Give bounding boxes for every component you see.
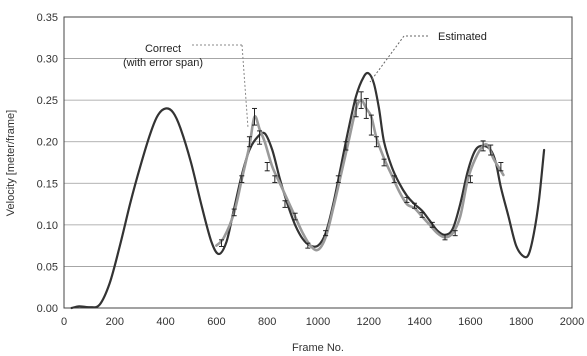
y-tick-label: 0.15 bbox=[37, 178, 58, 190]
error-bar bbox=[404, 196, 410, 203]
error-bar bbox=[368, 114, 374, 136]
error-bar bbox=[231, 208, 237, 217]
error-bar bbox=[272, 175, 278, 183]
x-tick-label: 400 bbox=[156, 316, 174, 328]
error-bar bbox=[257, 130, 263, 145]
x-tick-label: 800 bbox=[258, 316, 276, 328]
error-bar bbox=[292, 212, 298, 221]
error-bar bbox=[264, 162, 270, 172]
y-tick-labels: 0.00 0.05 0.10 0.15 0.20 0.25 0.30 0.35 bbox=[37, 12, 58, 315]
y-tick-label: 0.05 bbox=[37, 261, 58, 273]
y-tick-label: 0.25 bbox=[37, 95, 58, 107]
y-tick-label: 0.10 bbox=[37, 220, 58, 232]
error-bar bbox=[442, 234, 448, 241]
error-bar bbox=[412, 202, 418, 209]
error-bar bbox=[282, 200, 288, 208]
error-bars bbox=[218, 91, 504, 249]
y-tick-label: 0.35 bbox=[37, 12, 58, 24]
x-tick-label: 600 bbox=[207, 316, 225, 328]
error-bar bbox=[363, 97, 369, 119]
x-tick-label: 1000 bbox=[306, 316, 330, 328]
y-tick-label: 0.30 bbox=[37, 54, 58, 66]
plot-frame bbox=[63, 16, 573, 309]
error-bar bbox=[480, 140, 486, 152]
error-bar bbox=[452, 230, 458, 237]
error-bar bbox=[391, 175, 397, 183]
error-bar bbox=[488, 144, 494, 156]
correct-series-line bbox=[215, 98, 505, 252]
correct-sublabel: (with error span) bbox=[123, 57, 203, 69]
error-bar bbox=[498, 162, 504, 172]
x-tick-label: 0 bbox=[61, 316, 67, 328]
x-tick-labels: 0 200 400 600 800 1000 1200 1400 1600 1800 2000 bbox=[61, 316, 584, 328]
error-bar bbox=[305, 242, 311, 249]
correct-label: Correct bbox=[145, 43, 181, 55]
estimated-series-line bbox=[70, 71, 546, 310]
x-tick-label: 2000 bbox=[560, 316, 584, 328]
error-bar bbox=[218, 239, 224, 247]
error-bar bbox=[467, 175, 473, 183]
y-tick-label: 0.00 bbox=[37, 303, 58, 315]
error-bar bbox=[252, 107, 257, 126]
y-tick-label: 0.20 bbox=[37, 137, 58, 149]
x-axis-title: Frame No. bbox=[292, 342, 344, 354]
error-bar bbox=[373, 136, 379, 148]
error-bar bbox=[323, 230, 329, 237]
correct-leader bbox=[241, 44, 249, 129]
x-tick-label: 200 bbox=[106, 316, 124, 328]
x-tick-label: 1600 bbox=[458, 316, 482, 328]
x-tick-label: 1400 bbox=[407, 316, 431, 328]
error-bar bbox=[358, 91, 364, 109]
series-group bbox=[70, 71, 546, 310]
error-bar bbox=[335, 175, 341, 183]
x-tick-label: 1800 bbox=[509, 316, 533, 328]
error-bar bbox=[246, 136, 252, 148]
estimated-label: Estimated bbox=[438, 31, 487, 43]
error-bar bbox=[343, 141, 349, 151]
error-bar bbox=[239, 175, 245, 183]
error-bar bbox=[429, 221, 435, 228]
error-bar bbox=[419, 211, 425, 218]
error-bar bbox=[381, 158, 387, 167]
y-axis-title: Velocity [meter/frame] bbox=[5, 110, 17, 216]
x-tick-label: 1200 bbox=[357, 316, 381, 328]
estimated-leader bbox=[369, 35, 405, 83]
error-bar bbox=[353, 99, 359, 118]
